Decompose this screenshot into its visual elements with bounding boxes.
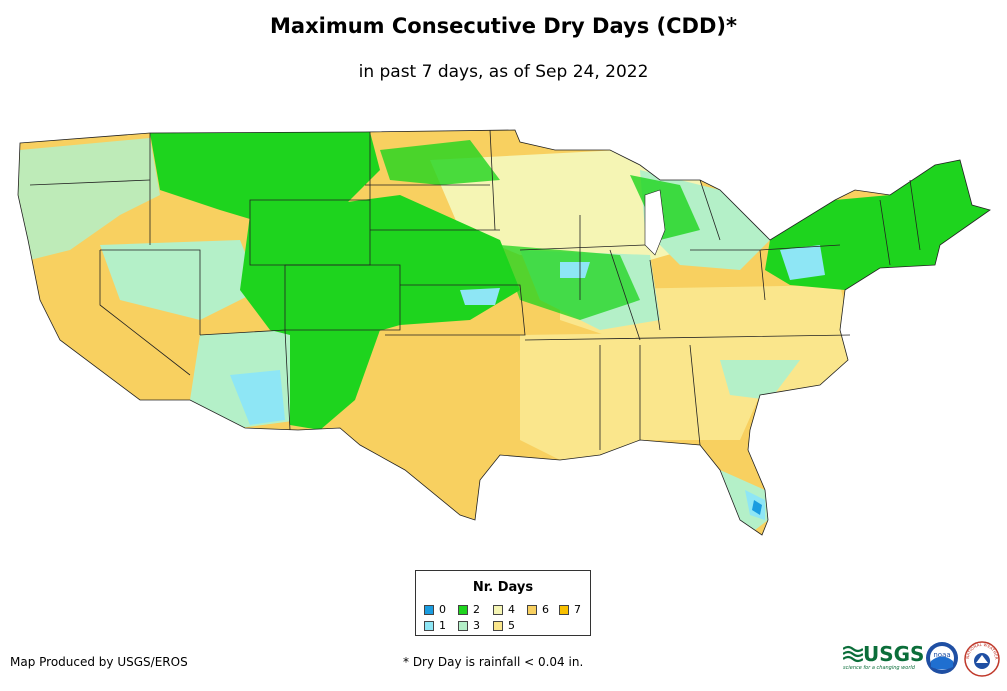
- nv-border: [100, 249, 201, 335]
- legend-item-0: 0: [424, 603, 446, 616]
- region-2-days-new-mexico: [290, 330, 380, 430]
- midwest-borders: [519, 215, 646, 341]
- legend-item-6: 6: [527, 603, 549, 616]
- producer-credit: Map Produced by USGS/EROS: [10, 655, 188, 669]
- nws-logo: NATIONAL WEATHER SERVICE: [964, 641, 1000, 677]
- co-border: [284, 264, 401, 331]
- usgs-wave-icon: [843, 645, 863, 663]
- legend-swatch: [458, 604, 468, 615]
- legend-label: 6: [542, 603, 549, 616]
- legend-label: 3: [473, 619, 480, 632]
- usgs-wordmark: USGS: [863, 642, 925, 666]
- region-2-days-dakotas: [380, 140, 500, 185]
- map-subtitle: in past 7 days, as of Sep 24, 2022: [358, 62, 649, 82]
- region-0-days-florida: [752, 500, 762, 515]
- us-dry-days-map: [17, 129, 991, 536]
- region-2-days-wisconsin: [630, 175, 700, 240]
- map-title: Maximum Consecutive Dry Days (CDD)*: [270, 14, 737, 38]
- dry-days-fill: [18, 130, 990, 535]
- legend-item-4: 4: [493, 603, 515, 616]
- legend-item-7: 7: [559, 603, 581, 616]
- new-england-borders: [879, 179, 921, 266]
- southern-borders: [524, 334, 851, 450]
- ca-nv-border: [99, 250, 191, 376]
- legend-label: 5: [508, 619, 515, 632]
- state-boundaries: [17, 129, 991, 536]
- lake-michigan: [644, 189, 666, 256]
- region-2-days-iowa-illinois: [500, 245, 640, 320]
- legend-item-2: 2: [458, 603, 480, 616]
- usgs-tagline: science for a changing world: [843, 665, 915, 671]
- legend-swatch: [458, 620, 468, 631]
- or-wa-border: [29, 179, 151, 186]
- legend-swatch: [424, 620, 434, 631]
- region-1-day-arizona: [230, 370, 285, 425]
- legend-label: 0: [439, 603, 446, 616]
- region-2-days-northern-rockies: [150, 132, 380, 225]
- legend-swatch: [559, 604, 569, 615]
- noaa-wordmark: noaa: [933, 651, 950, 659]
- legend-label: 2: [473, 603, 480, 616]
- legend-label: 1: [439, 619, 446, 632]
- ohio-pa-borders: [690, 244, 841, 301]
- region-1-day-iowa: [560, 262, 590, 278]
- legend: Nr. Days 0 1 2 3 4 5 6 7: [415, 570, 591, 636]
- usgs-logo: USGS science for a changing world: [843, 643, 924, 677]
- region-2-days-central-plains: [240, 195, 520, 345]
- dry-day-footnote: * Dry Day is rainfall < 0.04 in.: [403, 655, 584, 669]
- legend-item-1: 1: [424, 619, 446, 632]
- great-lakes-borders: [649, 179, 721, 331]
- az-nm-border: [199, 329, 291, 431]
- legend-swatch: [527, 604, 537, 615]
- us-outline: [17, 129, 991, 536]
- region-3-days-carolinas: [720, 360, 800, 400]
- legend-title: Nr. Days: [472, 580, 534, 595]
- legend-swatch: [424, 604, 434, 615]
- noaa-logo: noaa: [926, 642, 958, 674]
- legend-label: 4: [508, 603, 515, 616]
- legend-item-3: 3: [458, 619, 480, 632]
- region-3-days-northwest: [18, 138, 160, 260]
- dakota-borders: [365, 129, 500, 231]
- region-1-day-pennsylvania: [780, 245, 825, 280]
- legend-item-5: 5: [493, 619, 515, 632]
- region-1-day-kansas: [460, 288, 500, 305]
- ks-ok-border: [385, 284, 526, 336]
- region-3-days-great-basin: [100, 240, 260, 320]
- legend-label: 7: [574, 603, 581, 616]
- legend-swatch: [493, 620, 503, 631]
- legend-swatch: [493, 604, 503, 615]
